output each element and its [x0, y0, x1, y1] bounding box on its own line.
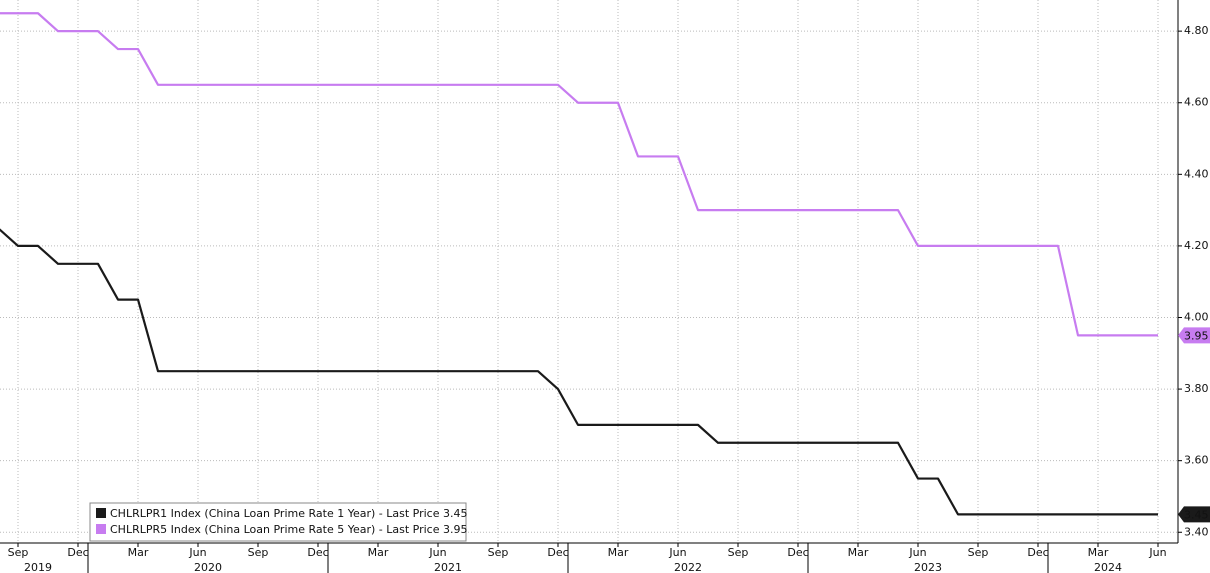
- y-tick-label: 3.80: [1184, 382, 1209, 395]
- x-group-label: 2019: [24, 561, 52, 573]
- x-group-label: 2020: [194, 561, 222, 573]
- x-tick-label: Jun: [1148, 546, 1166, 559]
- last-price-tag: [1178, 506, 1210, 523]
- x-tick-label: Sep: [728, 546, 749, 559]
- x-tick-label: Sep: [488, 546, 509, 559]
- x-tick-label: Dec: [547, 546, 568, 559]
- x-tick-label: Mar: [128, 546, 149, 559]
- last-price-tag: [1178, 327, 1210, 344]
- legend-swatch: [96, 508, 106, 518]
- x-group-label: 2022: [674, 561, 702, 573]
- x-group-label: 2023: [914, 561, 942, 573]
- x-tick-label: Jun: [428, 546, 446, 559]
- x-tick-label: Dec: [67, 546, 88, 559]
- y-tick-label: 4.20: [1184, 239, 1209, 252]
- x-tick-label: Mar: [608, 546, 629, 559]
- legend-swatch: [96, 524, 106, 534]
- x-tick-label: Jun: [188, 546, 206, 559]
- y-tick-label: 4.80: [1184, 24, 1209, 37]
- x-tick-label: Jun: [668, 546, 686, 559]
- y-tick-label: 3.60: [1184, 454, 1209, 467]
- x-group-label: 2021: [434, 561, 462, 573]
- x-tick-label: Sep: [248, 546, 269, 559]
- last-price-label: 3.45: [1184, 508, 1209, 521]
- x-tick-label: Mar: [1088, 546, 1109, 559]
- legend-label: CHLRLPR1 Index (China Loan Prime Rate 1 …: [110, 507, 467, 520]
- series-line: [0, 12, 1158, 337]
- x-tick-label: Sep: [968, 546, 989, 559]
- x-group-label: 2024: [1094, 561, 1122, 573]
- series-line: [0, 228, 1158, 516]
- y-tick-label: 4.40: [1184, 167, 1209, 180]
- x-tick-label: Jun: [908, 546, 926, 559]
- legend-label: CHLRLPR5 Index (China Loan Prime Rate 5 …: [110, 523, 467, 536]
- y-tick-label: 4.00: [1184, 310, 1209, 323]
- x-tick-label: Dec: [1027, 546, 1048, 559]
- x-tick-label: Mar: [848, 546, 869, 559]
- x-tick-label: Sep: [8, 546, 29, 559]
- y-tick-label: 3.40: [1184, 525, 1209, 538]
- x-tick-label: Dec: [787, 546, 808, 559]
- x-tick-label: Dec: [307, 546, 328, 559]
- legend-box: [89, 502, 467, 542]
- x-tick-label: Mar: [368, 546, 389, 559]
- last-price-label: 3.95: [1184, 329, 1209, 342]
- y-tick-label: 4.60: [1184, 96, 1209, 109]
